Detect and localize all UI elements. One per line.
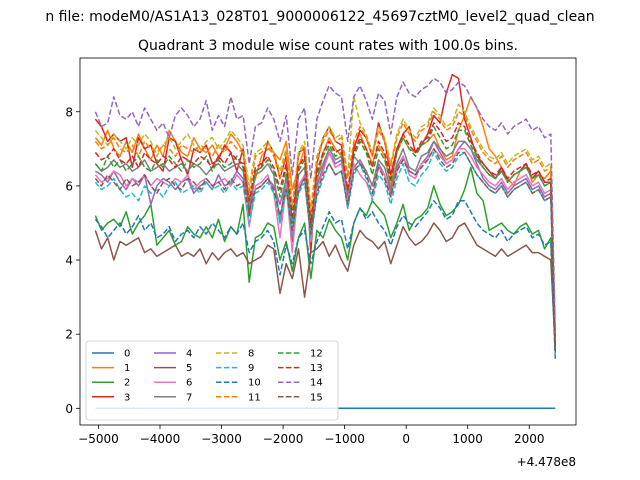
- x-tick-label: 2000: [514, 432, 545, 446]
- y-tick-label: 6: [65, 179, 73, 193]
- chart-title: Quadrant 3 module wise count rates with …: [138, 38, 518, 54]
- series-line-15: [94, 148, 557, 353]
- x-tick-label: −1000: [324, 432, 365, 446]
- series-line-2: [94, 166, 557, 353]
- figure-suptitle: n file: modeM0/AS1A13_028T01_9000006122_…: [45, 9, 594, 25]
- series-layer: [94, 73, 557, 410]
- legend-label-4: 4: [186, 349, 192, 360]
- series-line-7: [94, 140, 557, 346]
- legend-label-3: 3: [124, 392, 130, 403]
- series-line-13: [94, 122, 557, 346]
- x-tick-label: −3000: [201, 432, 242, 446]
- plot-frame: [79, 57, 577, 426]
- series-line-12: [94, 125, 557, 350]
- series-line-8: [94, 96, 557, 342]
- legend-label-14: 14: [310, 378, 323, 389]
- legend-label-0: 0: [124, 349, 130, 360]
- legend-box: [85, 340, 339, 421]
- legend-label-8: 8: [248, 349, 254, 360]
- legend-label-13: 13: [310, 363, 323, 374]
- legend-label-15: 15: [310, 392, 323, 403]
- legend-label-9: 9: [248, 363, 254, 374]
- legend-label-7: 7: [186, 392, 192, 403]
- y-tick-label: 2: [65, 328, 73, 342]
- legend-label-12: 12: [310, 349, 323, 360]
- legend-label-10: 10: [248, 378, 261, 389]
- x-tick-label: 0: [402, 432, 410, 446]
- series-line-10: [94, 199, 557, 361]
- legend-label-5: 5: [186, 363, 192, 374]
- series-line-14: [94, 77, 557, 335]
- y-tick-label: 0: [65, 402, 73, 416]
- y-tick-label: 4: [65, 254, 73, 268]
- x-offset-label: +4.478e8: [517, 455, 576, 469]
- series-line-11: [94, 111, 557, 346]
- legend-label-6: 6: [186, 378, 192, 389]
- series-line-1: [94, 96, 557, 353]
- x-tick-label: −4000: [140, 432, 181, 446]
- legend-label-11: 11: [248, 392, 261, 403]
- legend-label-1: 1: [124, 363, 130, 374]
- x-tick-label: −5000: [78, 432, 119, 446]
- y-tick-label: 8: [65, 105, 73, 119]
- legend-label-2: 2: [124, 378, 130, 389]
- x-axis: −5000 −4000 −3000 −2000 −1000 0 1000 2000: [78, 425, 545, 446]
- y-axis: 0 2 4 6 8: [65, 105, 80, 416]
- x-tick-label: 1000: [452, 432, 483, 446]
- series-line-5: [94, 222, 557, 350]
- x-tick-label: −2000: [263, 432, 304, 446]
